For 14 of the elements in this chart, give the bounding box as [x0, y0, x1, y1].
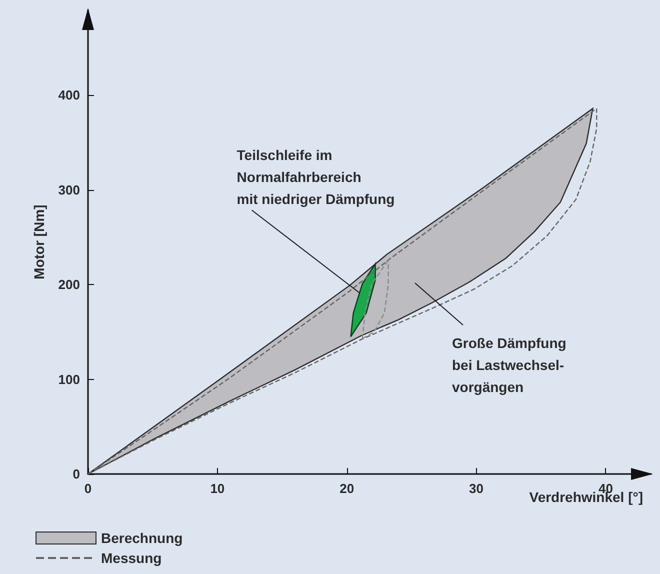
y-tick-label: 0 [72, 466, 80, 482]
y-axis-title: Motor [Nm] [31, 204, 47, 280]
y-tick-label: 100 [58, 372, 80, 387]
legend-label: Messung [101, 550, 162, 566]
x-tick-label: 20 [340, 481, 354, 496]
annotation: Große Dämpfung bei Lastwechsel- vorgängen [452, 335, 566, 395]
x-tick-label: 0 [84, 481, 92, 496]
y-tick-label: 400 [58, 88, 80, 103]
annotation: Teilschleife im Normalfahrbereich mit niedriger Dämpfung [236, 147, 395, 208]
x-tick-label: 10 [210, 481, 225, 496]
y-tick-label: 200 [58, 277, 80, 292]
legend-label: Berechnung [101, 530, 183, 546]
y-tick-label: 300 [58, 182, 80, 198]
x-tick-label: 30 [469, 481, 484, 496]
